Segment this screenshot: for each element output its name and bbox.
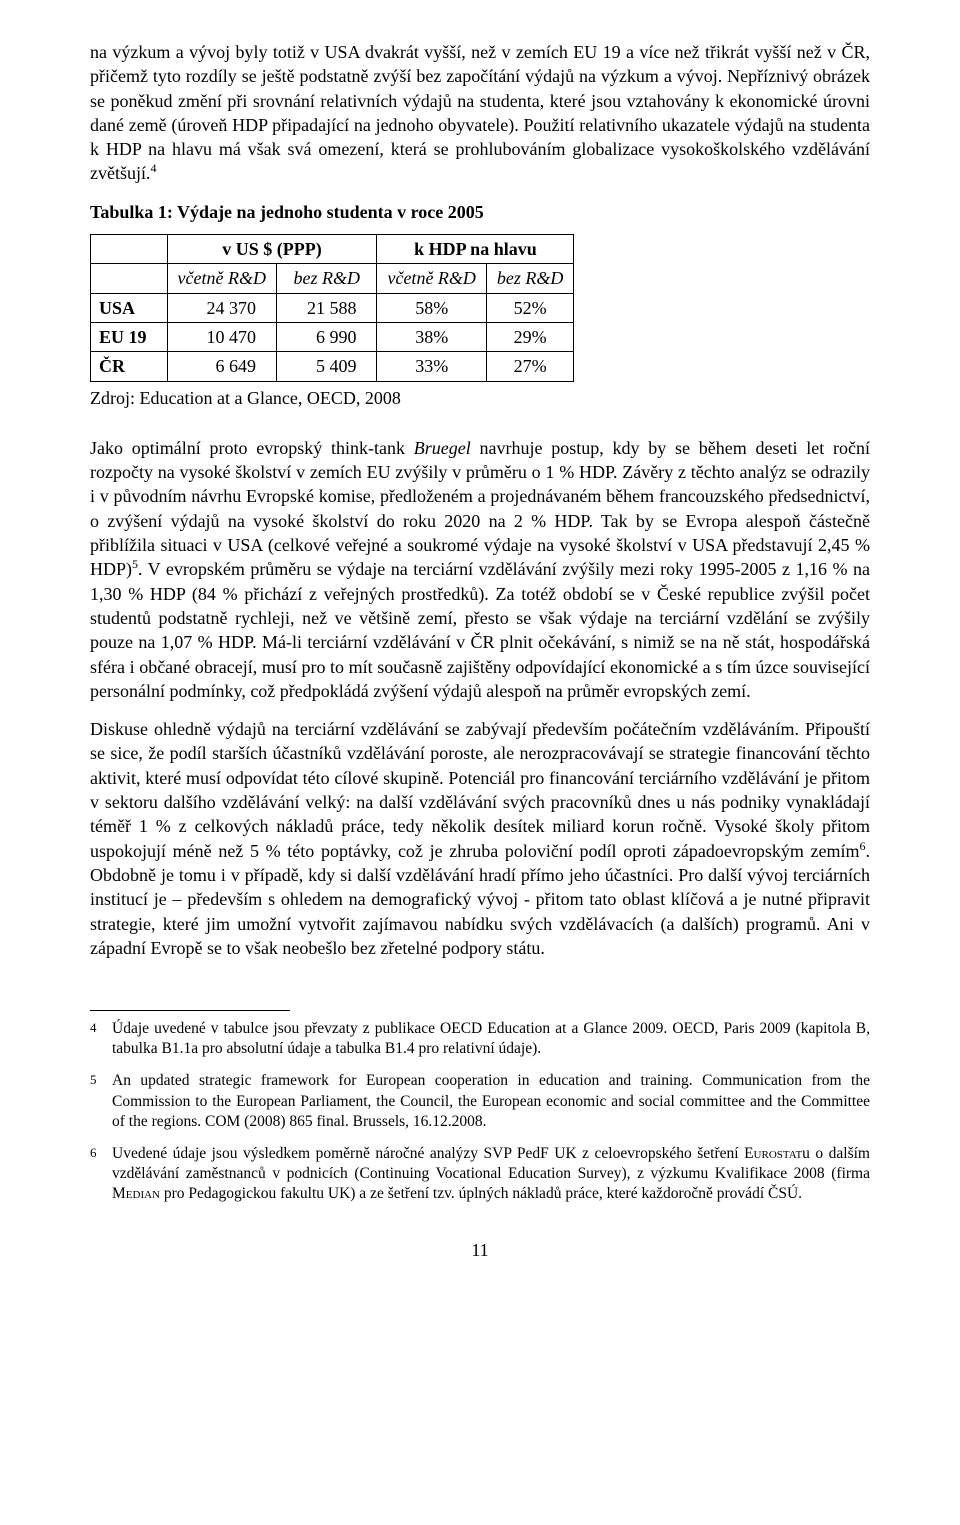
row-label: USA [91,293,168,322]
cell: 38% [377,322,486,351]
cell: 21 588 [276,293,377,322]
footnote-number: 4 [90,1019,112,1059]
table-subheader: bez R&D [276,264,377,293]
cell: 6 990 [276,322,377,351]
paragraph-1: na výzkum a vývoj byly totiž v USA dvakr… [90,40,870,186]
footnote-separator [90,1010,290,1011]
para2c: . V evropském průměru se výdaje na terci… [90,559,870,700]
page-number: 11 [90,1238,870,1262]
expenditure-table: v US $ (PPP) k HDP na hlavu včetně R&D b… [90,234,574,381]
footnote-text: An updated strategic framework for Europ… [112,1071,870,1131]
cell: 33% [377,352,486,381]
row-label: EU 19 [91,322,168,351]
cell: 10 470 [167,322,276,351]
table-subheader: bez R&D [486,264,574,293]
footnote-number: 6 [90,1144,112,1204]
table-title: Tabulka 1: Výdaje na jednoho studenta v … [90,200,870,224]
paragraph-3: Diskuse ohledně výdajů na terciární vzdě… [90,717,870,960]
fn6-median: Median [112,1185,160,1202]
table-row: USA 24 370 21 588 58% 52% [91,293,574,322]
table-empty-cell [91,235,168,264]
footnote-ref-4: 4 [151,161,157,175]
footnote-4: 4 Údaje uvedené v tabulce jsou převzaty … [90,1019,870,1059]
footnote-text: Údaje uvedené v tabulce jsou převzaty z … [112,1019,870,1059]
table-header-hdp: k HDP na hlavu [377,235,574,264]
cell: 5 409 [276,352,377,381]
footnotes-block: 4 Údaje uvedené v tabulce jsou převzaty … [90,1019,870,1204]
row-label: ČR [91,352,168,381]
paragraph-2: Jako optimální proto evropský think-tank… [90,436,870,703]
cell: 6 649 [167,352,276,381]
footnote-text: Uvedené údaje jsou výsledkem poměrně nár… [112,1144,870,1204]
table-row: ČR 6 649 5 409 33% 27% [91,352,574,381]
table-empty-cell [91,264,168,293]
table-subheader: včetně R&D [167,264,276,293]
cell: 29% [486,322,574,351]
footnote-5: 5 An updated strategic framework for Eur… [90,1071,870,1131]
para3a: Diskuse ohledně výdajů na terciární vzdě… [90,719,870,860]
footnote-number: 5 [90,1071,112,1131]
para2a: Jako optimální proto evropský think-tank [90,438,414,458]
cell: 24 370 [167,293,276,322]
fn6-a: Uvedené údaje jsou výsledkem poměrně nár… [112,1145,744,1162]
fn6-eurostat: Eurostat [744,1145,802,1162]
para1-text: na výzkum a vývoj byly totiž v USA dvakr… [90,42,870,183]
table-source: Zdroj: Education at a Glance, OECD, 2008 [90,386,870,410]
cell: 52% [486,293,574,322]
table-row: EU 19 10 470 6 990 38% 29% [91,322,574,351]
footnote-6: 6 Uvedené údaje jsou výsledkem poměrně n… [90,1144,870,1204]
table-subheader: včetně R&D [377,264,486,293]
cell: 27% [486,352,574,381]
bruegel-italic: Bruegel [414,438,471,458]
table-header-usppp: v US $ (PPP) [167,235,377,264]
fn6-c: pro Pedagogickou fakultu UK) a ze šetřen… [160,1185,802,1202]
cell: 58% [377,293,486,322]
